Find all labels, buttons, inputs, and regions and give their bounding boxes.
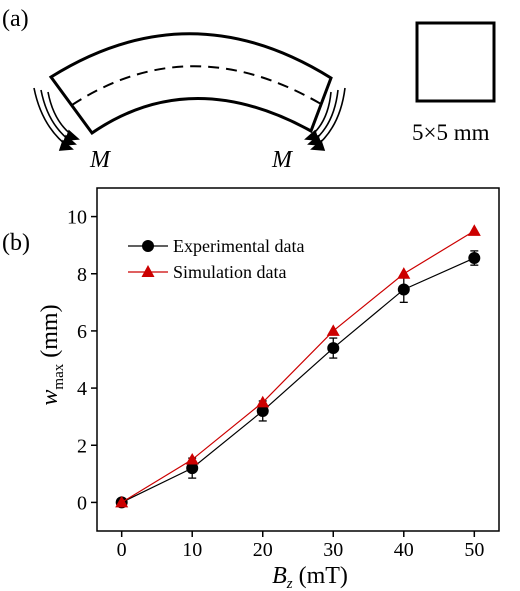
legend-marker-triangle [141, 265, 155, 277]
y-tick-label: 10 [67, 207, 87, 229]
x-tick-label: 0 [117, 539, 127, 561]
x-tick-label: 50 [464, 539, 484, 561]
experimental-data-point [327, 342, 340, 355]
x-tick-label: 30 [323, 539, 343, 561]
right-moment-arrows-icon [304, 87, 346, 151]
plot-frame [96, 187, 500, 532]
y-tick-label: 2 [77, 435, 87, 457]
x-axis-label: Bz (mT) [272, 563, 348, 591]
left-moment-arrows-icon [33, 87, 80, 151]
y-tick-label: 6 [77, 321, 87, 343]
x-axis-label-sub: z [286, 576, 293, 591]
x-tick-label: 10 [182, 539, 202, 561]
experimental-data-point [397, 283, 410, 296]
simulation-data-point [185, 452, 199, 465]
y-tick-label: 8 [77, 264, 87, 286]
simulation-data-point [397, 267, 411, 279]
panel-b-label: (b) [2, 230, 30, 256]
simulation-series-line [121, 230, 475, 503]
experimental-series-line [121, 257, 475, 503]
experimental-data-point [468, 252, 481, 265]
y-tick-label: 4 [77, 378, 87, 400]
plot-area: 0 10 20 30 40 50 0 2 4 6 8 10 Experimental data Simul… [67, 187, 500, 561]
y-axis-label-main: w [37, 390, 63, 406]
x-axis-label-main: B [272, 563, 287, 589]
moment-label-left: M [89, 147, 112, 173]
y-tick-label: 0 [77, 492, 87, 514]
experimental-data-point [256, 404, 269, 417]
legend-marker-circle [142, 240, 154, 252]
y-axis-label-unit: (mm) [37, 304, 63, 363]
cross-section-square [415, 21, 496, 103]
panel-a-label: (a) [2, 6, 29, 32]
legend-label: Simulation data [173, 262, 286, 282]
moment-label-right: M [271, 147, 294, 173]
y-axis-label: wmax (mm) [37, 304, 67, 405]
simulation-data-point [326, 324, 340, 336]
curved-beam-outline [48, 32, 333, 136]
y-axis-label-sub: max [51, 363, 67, 389]
cross-section-label: 5×5 mm [412, 120, 490, 145]
experimental-data-point [186, 462, 199, 475]
curved-beam-diagram [33, 32, 346, 151]
legend-label: Experimental data [173, 236, 304, 256]
x-tick-label: 40 [394, 539, 414, 561]
neutral-axis-dashed-line [71, 65, 322, 106]
x-axis-label-unit: (mT) [293, 563, 348, 589]
x-tick-label: 20 [253, 539, 273, 561]
simulation-data-point [467, 224, 481, 236]
simulation-data-point [115, 495, 129, 508]
simulation-data-point [256, 395, 270, 408]
